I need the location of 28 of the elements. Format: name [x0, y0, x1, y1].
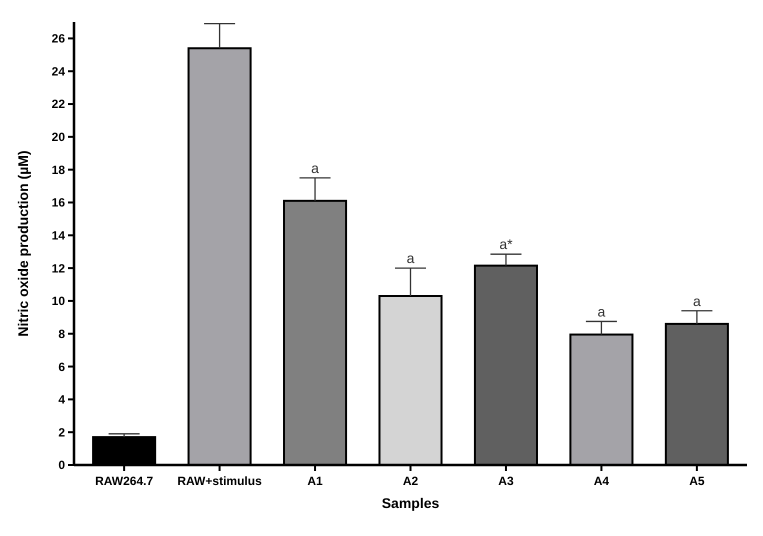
x-tick-label: A4 [594, 474, 610, 488]
y-tick-label: 18 [52, 162, 66, 177]
data-label: a [406, 250, 415, 266]
x-tick-label: A2 [402, 474, 418, 488]
y-tick-label: 22 [52, 97, 66, 112]
y-tick-label: 4 [58, 392, 66, 407]
data-label: a [692, 292, 701, 309]
x-tick-label: A1 [307, 474, 324, 488]
x-tick-label: A5 [689, 474, 705, 488]
y-tick-label: 14 [52, 228, 66, 242]
y-tick-label: 16 [52, 196, 66, 210]
data-label: a* [499, 236, 514, 252]
x-tick-label: RAW+stimulus [177, 474, 262, 488]
y-tick-label: 26 [52, 32, 66, 46]
y-tick-label: 8 [58, 326, 66, 341]
x-tick-label: RAW264.7 [95, 474, 154, 488]
y-tick-label: 12 [52, 261, 66, 276]
y-tick-label: 2 [58, 425, 66, 440]
x-tick-label: A3 [498, 474, 514, 488]
data-label: a [311, 160, 320, 176]
y-axis-title: Nitric oxide production (µM) [15, 150, 31, 337]
y-tick-label: 0 [58, 458, 66, 472]
y-tick-label: 20 [52, 130, 66, 144]
y-tick-label: 10 [52, 294, 66, 308]
y-tick-label: 24 [52, 64, 66, 78]
x-axis-title: Samples [382, 495, 440, 511]
y-tick-label: 6 [58, 360, 66, 374]
data-label: a [598, 303, 606, 320]
